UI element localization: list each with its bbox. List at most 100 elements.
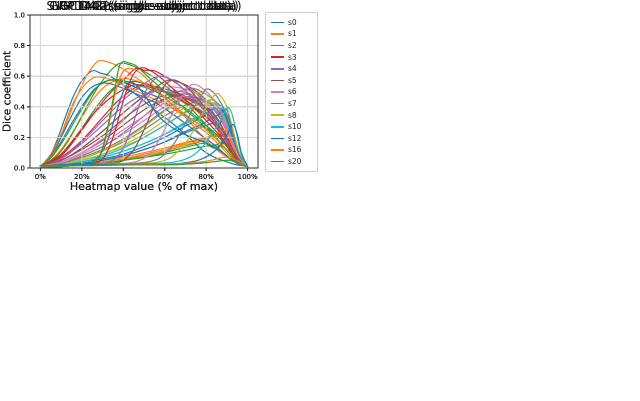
y-tick-label: 0.2 [14,134,25,142]
x-tick-label: 60% [157,173,173,181]
series-line-s1 [39,67,249,168]
legend-line-swatch [271,68,284,70]
legend-item-s1: s1 [271,30,312,39]
legend-item-s0: s0 [271,18,312,27]
x-tick-label: 40% [115,173,131,181]
x-tick-label: 20% [74,173,90,181]
y-tick-label: 1.0 [14,12,25,20]
y-tick-label: 0.8 [14,42,25,50]
axes-frame [29,14,259,169]
legend-line-swatch [271,21,284,24]
y-tick-label: 0.6 [14,73,26,81]
x-tick-label: 100% [238,173,258,181]
x-axis-label: Heatmap value (% of max) [69,180,219,193]
series-line-s2 [39,60,249,168]
y-tick-label: 0.6 [14,73,26,81]
y-tick-label: 0.6 [14,73,26,81]
y-tick-label: 1.0 [14,12,25,20]
legend-label: s2 [288,40,297,50]
legend-item-s16: s16 [271,146,312,155]
legend-label: s6 [288,87,297,97]
legend-line-swatch [271,102,284,105]
legend-item-s7: s7 [271,99,312,108]
legend-label: s8 [288,110,297,120]
legend-line-swatch [271,149,284,151]
x-tick-label: 20% [74,173,90,181]
y-tick-label: 0.2 [14,134,25,142]
legend-line-swatch [271,33,284,35]
legend-line-swatch [271,79,284,82]
legend-line-swatch [271,91,284,93]
legend-item-s3: s3 [271,53,312,62]
chart-title-ig: IG D4l2(single-subject data) [56,0,232,13]
y-tick-label: 0.2 [14,134,25,142]
legend-item-s5: s5 [271,76,312,85]
legend-line-swatch [271,126,284,128]
legend-item-s2: s2 [271,41,312,50]
legend-svm: s0 s1 s2 s3 s4 s5 s6 s7 s8 s10 s12 s16 s20 [265,12,318,173]
legend-label: s1 [288,29,297,39]
legend-label: s3 [288,52,297,62]
y-tick-label: 0.4 [14,103,26,111]
series-line-s3 [39,83,249,168]
y-tick-label: 0.0 [14,165,25,173]
legend-line-swatch [271,137,284,140]
y-tick-label: 0.0 [14,165,25,173]
y-tick-label: 1.0 [14,12,25,20]
legend-line-swatch [271,44,284,47]
y-tick-label: 0.0 [14,165,25,173]
x-tick-label: 80% [198,173,214,181]
y-tick-label: 0.0 [14,165,25,173]
x-tick-label: 60% [157,173,173,181]
x-tick-label: 0% [35,173,46,181]
series-line-s0 [39,82,249,168]
plot-area-svm: 0% 20% 40% 60% 80% 100% 0.0 0.2 0.4 0.6 0.8 1.0 [14,12,259,181]
y-tick-label: 0.2 [14,134,25,142]
y-tick-label: 0.4 [14,103,26,111]
x-tick-label: 80% [198,173,214,181]
series-line-s5 [39,79,249,168]
legend-item-s6: s6 [271,88,312,97]
legend-label: s5 [288,75,297,85]
legend-line-swatch [271,114,284,117]
legend-label: s16 [288,145,302,155]
x-tick-label: 20% [74,173,90,181]
legend-label: s0 [288,17,297,27]
x-tick-label: 80% [198,173,214,181]
chart-title-svm: SVM linear(single-subject data) [46,0,242,13]
chart-title-lrp: LRP D4l2(single-subject data) [51,0,237,13]
legend-label: s12 [288,133,302,143]
y-axis-label: Dice coefficient [1,50,14,133]
y-tick-label: 0.4 [14,103,26,111]
x-tick-label: 0% [35,173,46,181]
series-line-s4 [39,75,249,168]
x-axis-label: Heatmap value (% of max) [69,180,219,193]
x-tick-label: 40% [115,173,131,181]
x-tick-label: 0% [35,173,46,181]
x-tick-label: 0% [35,173,46,181]
legend-line-swatch [271,160,284,163]
series-line-s12 [39,123,249,168]
x-tick-label: 60% [157,173,173,181]
y-tick-label: 0.6 [14,73,26,81]
legend-item-s10: s10 [271,122,312,131]
x-tick-label: 20% [74,173,90,181]
legend-item-s4: s4 [271,64,312,73]
y-tick-label: 0.8 [14,42,25,50]
legend-item-s20: s20 [271,157,312,166]
y-tick-label: 1.0 [14,12,25,20]
subplot-svm: 0% 20% 40% 60% 80% 100% 0.0 0.2 0.4 0.6 0.8 1.0 SVM… [0,0,320,200]
y-tick-label: 0.8 [14,42,25,50]
legend-item-s12: s12 [271,134,312,143]
legend-label: s20 [288,156,302,166]
x-tick-label: 40% [115,173,131,181]
series-line-s0 [39,81,249,168]
series-line-s20 [39,159,249,168]
legend-item-s8: s8 [271,111,312,120]
legend-label: s4 [288,64,297,74]
x-tick-label: 40% [115,173,131,181]
x-axis-label: Heatmap value (% of max) [69,180,219,193]
x-tick-label: 60% [157,173,173,181]
legend-line-swatch [271,56,284,59]
